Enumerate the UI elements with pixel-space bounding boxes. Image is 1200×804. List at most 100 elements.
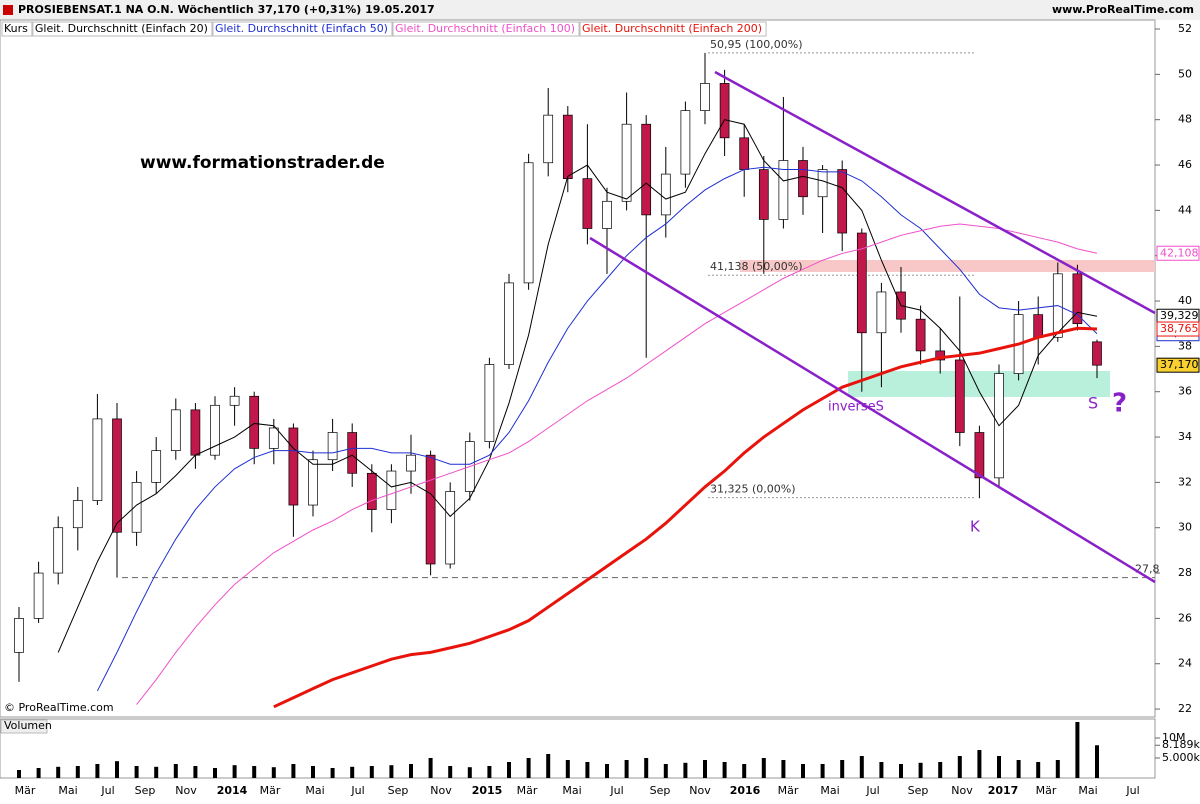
x-tick-label: 2014 — [217, 784, 248, 797]
candle-body — [954, 359, 965, 433]
x-tick-label: Sep — [388, 784, 409, 797]
candle-body — [33, 572, 44, 619]
volume-bar — [311, 766, 315, 778]
x-tick-label: Mai — [820, 784, 839, 797]
volume-bar — [840, 760, 845, 778]
y-tick-label: 26 — [1178, 611, 1192, 624]
candle-body — [621, 123, 632, 202]
candle-body — [915, 318, 926, 352]
candle-body — [935, 350, 946, 361]
legend-item: Gleit. Durchschnitt (Einfach 20) — [35, 22, 208, 35]
candle-body — [131, 482, 142, 533]
x-tick-label: Jul — [865, 784, 879, 797]
volume-bar — [507, 762, 511, 778]
level-label: 41,138 (50,00%) — [710, 260, 803, 273]
x-tick-label: Nov — [175, 784, 197, 797]
y-tick-label: 36 — [1178, 385, 1192, 398]
candle-body — [562, 114, 573, 179]
legend-box — [1, 21, 33, 37]
candle-body — [719, 83, 730, 139]
price-tag — [1156, 321, 1200, 337]
candle-body — [386, 470, 397, 510]
volume-bar — [526, 758, 531, 778]
candle-body — [347, 432, 358, 474]
volume-bar — [1075, 722, 1080, 778]
header-bar — [0, 0, 1200, 20]
candle-body — [53, 527, 64, 574]
x-tick-label: Mär — [778, 784, 799, 797]
x-tick-label: Sep — [650, 784, 671, 797]
volume-bar — [1095, 745, 1099, 778]
x-tick-label: Sep — [908, 784, 929, 797]
legend-item: Gleit. Durchschnitt (Einfach 100) — [395, 22, 575, 35]
y-tick-label: 52 — [1178, 22, 1192, 35]
candle-body — [1033, 314, 1044, 338]
volume-bar — [605, 764, 609, 778]
volume-bar — [330, 768, 335, 778]
volume-bar — [683, 762, 688, 778]
y-tick-label: 46 — [1178, 158, 1192, 171]
y-tick-label: 32 — [1178, 475, 1192, 488]
y-tick-label: 28 — [1178, 566, 1192, 579]
volume-bar — [36, 768, 41, 778]
copyright: © ProRealTime.com — [4, 701, 114, 714]
candle-body — [72, 500, 83, 529]
volume-bar — [56, 766, 61, 778]
moving-average — [57, 119, 1098, 653]
legend-box — [32, 21, 213, 37]
volume-bar — [859, 756, 864, 778]
volume-bar — [585, 762, 590, 778]
candle-body — [249, 395, 260, 449]
volume-bar — [624, 760, 629, 778]
volume-bar — [213, 768, 217, 778]
y-tick-label: 44 — [1178, 203, 1192, 216]
level-label: 27,8 — [1135, 563, 1160, 576]
candle-body — [190, 409, 201, 456]
volume-bar — [115, 761, 119, 778]
y-tick-label: 22 — [1178, 702, 1192, 715]
volume-bar — [291, 764, 296, 778]
volume-bar — [899, 764, 903, 778]
candle-body — [425, 454, 436, 565]
candle-body — [327, 432, 338, 461]
moving-average — [136, 223, 1098, 705]
candle-body — [504, 282, 514, 365]
y-tick-label: 30 — [1178, 521, 1192, 534]
price-tag — [1156, 357, 1200, 373]
volume-bar — [722, 762, 727, 778]
volume-bar — [742, 764, 747, 778]
y-tick-label: 38 — [1178, 339, 1192, 352]
level-label: 50,95 (100,00%) — [710, 38, 803, 51]
volume-bar — [1055, 760, 1060, 778]
volume-bar — [17, 770, 21, 778]
candle-body — [974, 432, 985, 479]
volume-bar — [409, 764, 413, 778]
candle-body — [660, 173, 671, 216]
legend-box — [212, 21, 393, 37]
volume-bar — [1036, 762, 1041, 778]
candle-body — [798, 160, 808, 198]
x-tick-label: Sep — [135, 784, 156, 797]
legend-item: Kurs — [4, 22, 28, 35]
volume-bar — [781, 760, 786, 778]
price-tag-label: 38,765 — [1160, 322, 1199, 335]
volume-bar — [173, 764, 178, 778]
candle-body — [700, 83, 710, 111]
candle-body — [582, 178, 593, 229]
volume-bar — [95, 764, 100, 778]
candle-body — [778, 160, 789, 220]
legend-box — [392, 21, 580, 37]
x-tick-label: Nov — [689, 784, 711, 797]
volume-tick-label: 8.189k — [1162, 738, 1200, 751]
x-tick-label: 2017 — [988, 784, 1019, 797]
candle-body — [837, 169, 848, 234]
candle-body — [112, 418, 122, 533]
volume-label-box — [0, 719, 48, 734]
volume-bar — [663, 764, 668, 778]
annotation: ? — [1112, 389, 1127, 419]
volume-bar — [154, 766, 159, 778]
volume-bar — [820, 764, 825, 778]
volume-bar — [879, 762, 884, 778]
